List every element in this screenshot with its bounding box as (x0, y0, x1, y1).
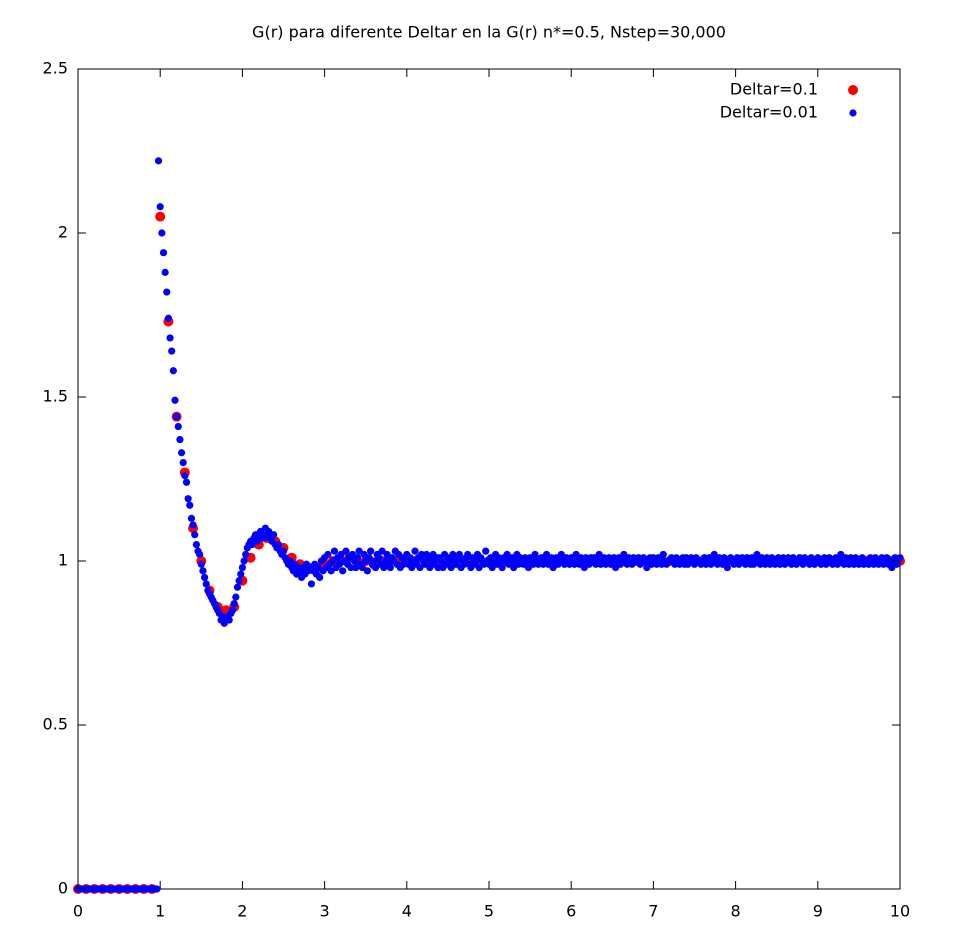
point (153, 885, 161, 893)
chart-title: G(r) para diferente Deltar en la G(r) n*… (252, 23, 726, 42)
point (182, 478, 191, 486)
point (417, 550, 426, 559)
point (270, 531, 278, 539)
point (156, 203, 164, 211)
point (342, 547, 350, 555)
point (240, 557, 248, 565)
point (353, 554, 362, 562)
point (164, 314, 173, 322)
point (316, 573, 324, 582)
point (186, 501, 194, 509)
x-tick-label: 5 (484, 902, 494, 921)
legend-label: Deltar=0.1 (730, 80, 818, 99)
point (242, 550, 250, 559)
point (498, 563, 506, 572)
point (324, 550, 332, 559)
x-tick-label: 9 (813, 902, 823, 921)
point (367, 547, 375, 555)
point (159, 249, 168, 257)
legend-marker (849, 109, 857, 117)
point (191, 531, 199, 539)
point (197, 560, 205, 568)
point (202, 580, 210, 588)
point (237, 570, 245, 578)
point (375, 554, 383, 562)
point (228, 606, 237, 614)
point (163, 288, 171, 296)
x-tick-label: 8 (731, 902, 741, 921)
point (169, 367, 177, 375)
point (347, 563, 355, 572)
point (386, 563, 394, 572)
point (230, 600, 238, 608)
point (445, 557, 454, 565)
x-tick-label: 0 (73, 902, 83, 921)
legend-marker (848, 85, 858, 95)
point (168, 347, 176, 355)
x-tick-label: 2 (237, 902, 247, 921)
plot-area (73, 157, 905, 894)
x-tick-label: 6 (566, 902, 576, 921)
series (74, 157, 904, 893)
point (455, 550, 464, 559)
point (339, 567, 347, 575)
point (330, 547, 339, 555)
point (187, 514, 196, 522)
x-tick-label: 3 (320, 902, 330, 921)
y-tick-label: 1.5 (43, 387, 68, 406)
x-tick-label: 4 (402, 902, 412, 921)
point (411, 547, 419, 555)
x-tick-label: 1 (155, 902, 165, 921)
point (363, 567, 371, 575)
point (232, 593, 240, 601)
legend-label: Deltar=0.01 (720, 103, 818, 122)
x-tick-label: 10 (890, 902, 910, 921)
point (896, 554, 904, 562)
point (235, 577, 243, 585)
point (460, 560, 468, 568)
point (184, 495, 192, 503)
y-tick-label: 1 (58, 551, 68, 570)
point (166, 334, 174, 342)
point (161, 268, 169, 276)
point (189, 521, 197, 529)
point (181, 472, 189, 480)
point (196, 550, 204, 559)
point (659, 550, 667, 559)
y-tick-label: 0 (58, 879, 68, 898)
point (199, 567, 207, 575)
point (233, 583, 242, 591)
point (274, 541, 283, 549)
y-tick-label: 2 (58, 223, 68, 242)
point (723, 563, 731, 572)
point (192, 541, 200, 549)
point (307, 580, 316, 588)
point (176, 436, 184, 444)
point (154, 157, 163, 165)
point (238, 563, 246, 572)
point (155, 211, 166, 222)
point (171, 396, 179, 404)
point (173, 413, 181, 421)
point (531, 550, 539, 559)
point (482, 547, 490, 555)
x-tick-label: 7 (648, 902, 658, 921)
point (177, 449, 186, 457)
point (174, 422, 182, 431)
point (200, 573, 209, 582)
point (158, 229, 166, 237)
y-tick-label: 0.5 (43, 715, 68, 734)
point (179, 459, 187, 467)
point (225, 616, 233, 624)
y-tick-label: 2.5 (43, 59, 68, 78)
point (434, 563, 442, 572)
point (279, 547, 288, 555)
